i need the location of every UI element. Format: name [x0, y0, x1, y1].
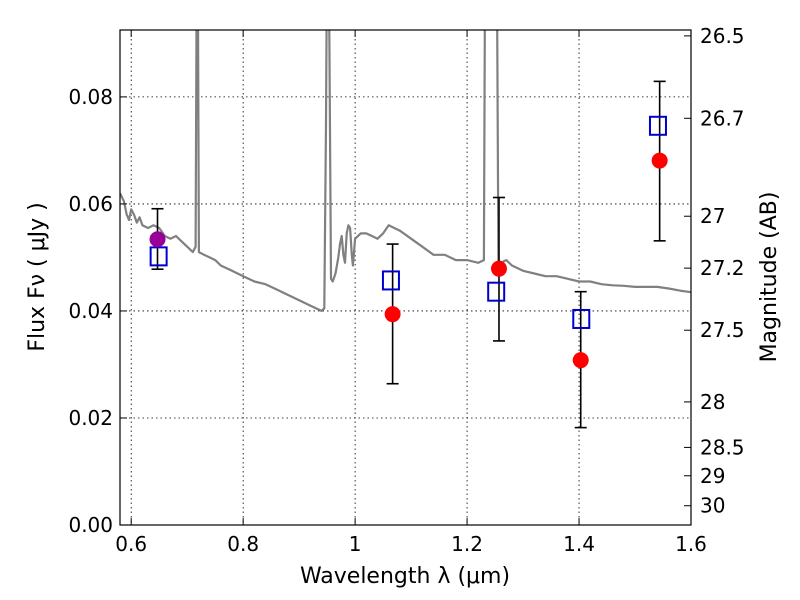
error-bars	[151, 80, 666, 429]
magnitude-tick-label: 30	[700, 494, 725, 518]
right-axis-label: Magnitude (AB)	[757, 192, 782, 363]
y-tick-label: 0.00	[68, 513, 113, 537]
y-tick-label: 0.06	[68, 192, 113, 216]
magnitude-tick-label: 27.2	[700, 256, 745, 280]
y-axis-label: Flux Fν ( μJy )	[25, 202, 50, 351]
grid	[120, 30, 691, 525]
model-square-point	[381, 270, 400, 291]
x-axis-label: Wavelength λ (μm)	[300, 564, 510, 589]
x-ticks: 0.6 0.8 1 1.2 1.4 1.6	[115, 30, 707, 556]
sed-line	[120, 30, 691, 312]
y-tick-label: 0.08	[68, 85, 113, 109]
observed-point	[149, 231, 166, 248]
plot-frame	[119, 29, 692, 526]
observed-point	[572, 352, 589, 369]
magnitude-tick-label: 27.5	[700, 318, 745, 342]
magnitude-tick-label: 28	[700, 390, 725, 414]
magnitude-tick-label: 26.5	[700, 24, 745, 48]
magnitude-tick-label: 28.5	[700, 435, 745, 459]
model-square-point	[572, 308, 591, 329]
magnitude-tick-label: 27	[700, 204, 725, 228]
x-tick-label: 1.2	[451, 532, 483, 556]
model-squares	[149, 115, 667, 329]
y-tick-label: 0.02	[68, 406, 113, 430]
magnitude-tick-label: 29	[700, 464, 725, 488]
observed-point	[651, 152, 668, 169]
y-tick-label: 0.04	[68, 299, 113, 323]
magnitude-tick-label: 26.7	[700, 106, 745, 130]
x-tick-label: 0.8	[227, 532, 259, 556]
model-square-point	[487, 281, 506, 302]
magnitude-ticks: 26.5 26.7 27 27.2 27.5 28 28.5 29 30	[684, 24, 745, 518]
model-square-point	[648, 115, 667, 136]
model-square-point	[149, 246, 168, 267]
x-tick-label: 1	[349, 532, 362, 556]
x-tick-label: 1.4	[563, 532, 595, 556]
observed-circles	[149, 152, 668, 369]
x-tick-label: 0.6	[115, 532, 147, 556]
y-ticks: 0.00 0.02 0.04 0.06 0.08	[68, 85, 127, 537]
observed-point	[384, 306, 401, 323]
observed-point	[490, 260, 507, 277]
x-tick-label: 1.6	[675, 532, 707, 556]
